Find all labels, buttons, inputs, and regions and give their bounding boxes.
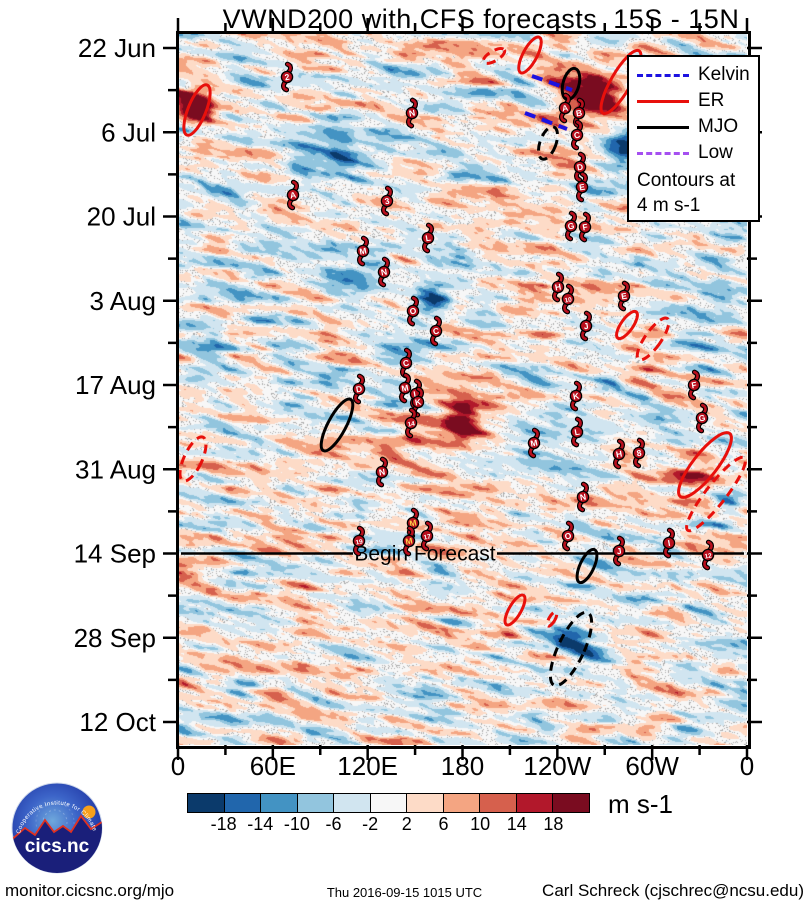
footer-url: monitor.cicsnc.org/mjo	[5, 881, 175, 900]
y-axis-label: 14 Sep	[74, 539, 156, 569]
colorbar-tick-value: -6	[325, 814, 342, 834]
footer-timestamp: Thu 2016-09-15 1015 UTC	[326, 885, 483, 900]
colorbar-tick-value: -18	[210, 814, 237, 834]
legend-label: ER	[698, 90, 725, 111]
cics-nc-logo: Cooperative Institute for Climate and Sa…	[11, 782, 103, 874]
legend-line-low	[637, 151, 689, 155]
colorbar-tick-value: 10	[470, 814, 491, 834]
legend-item-low: Low	[637, 140, 758, 166]
x-axis-label: 120W	[523, 751, 591, 781]
colorbar-tick-value: -10	[283, 814, 310, 834]
colorbar-units-label: m s-1	[608, 789, 673, 819]
colorbar-segment	[260, 794, 297, 812]
colorbar-segment	[333, 794, 370, 812]
footer-author: Carl Schreck (cjschrec@ncsu.edu)	[542, 881, 804, 900]
colorbar-tick-value: -14	[247, 814, 274, 834]
y-axis-label: 12 Oct	[79, 707, 156, 737]
logo-art	[12, 802, 102, 873]
x-axis-label: 0	[740, 751, 754, 781]
legend-label: Kelvin	[698, 64, 750, 85]
legend-contour-note-line1: Contours at	[637, 170, 736, 191]
colorbar-tick-value: 18	[543, 814, 564, 834]
chart-title: VWND200 with CFS forecasts 15S - 15N	[222, 4, 740, 34]
y-axis-label: 3 Aug	[89, 286, 156, 316]
colorbar-segment	[552, 794, 590, 812]
x-axis-label: 60E	[250, 751, 296, 781]
colorbar-segment	[296, 794, 334, 812]
y-axis-label: 17 Aug	[75, 370, 156, 400]
legend-item-mjo: MJO	[637, 114, 758, 140]
colorbar-tick-value: 6	[438, 814, 449, 834]
legend-line-kelvin	[637, 73, 689, 77]
legend-item-kelvin: Kelvin	[637, 62, 758, 88]
y-axis-label: 28 Sep	[74, 623, 156, 653]
legend-line-er	[637, 99, 689, 103]
x-axis-label: 60W	[625, 751, 679, 781]
colorbar-segment	[442, 794, 480, 812]
logo-mountains	[12, 816, 102, 873]
colorbar-segment	[223, 794, 261, 812]
colorbar-tick-value: 14	[506, 814, 527, 834]
wave-legend: Kelvin ER MJO Low Contours at 4 m s-1	[627, 55, 760, 222]
y-axis-label: 20 Jul	[87, 202, 156, 232]
colorbar: -18 -14 -10 -6 -2 2 6 10 14 18	[187, 793, 590, 834]
y-axis-label: 31 Aug	[75, 454, 156, 484]
x-axis-label: 120E	[337, 751, 398, 781]
legend-contour-note-line2: 4 m s-1	[637, 195, 701, 216]
legend-label: MJO	[698, 116, 739, 137]
colorbar-tick-value: -2	[362, 814, 379, 834]
colorbar-segment	[188, 794, 224, 812]
colorbar-tick-value: 2	[401, 814, 412, 834]
colorbar-segment	[515, 794, 553, 812]
legend-rows: Kelvin ER MJO Low	[637, 62, 758, 166]
logo-wordmark: cics.nc	[25, 836, 90, 857]
x-axis-label: 0	[171, 751, 185, 781]
colorbar-segment	[406, 794, 443, 812]
y-axis-label: 6 Jul	[101, 117, 156, 147]
legend-line-mjo	[637, 125, 689, 129]
colorbar-segment	[479, 794, 516, 812]
logo-sun	[82, 805, 96, 819]
legend-item-er: ER	[637, 88, 758, 114]
colorbar-segments	[187, 793, 590, 813]
legend-label: Low	[698, 142, 733, 163]
colorbar-segment	[369, 794, 407, 812]
y-axis-label: 22 Jun	[78, 33, 156, 63]
x-axis-label: 180	[441, 751, 484, 781]
